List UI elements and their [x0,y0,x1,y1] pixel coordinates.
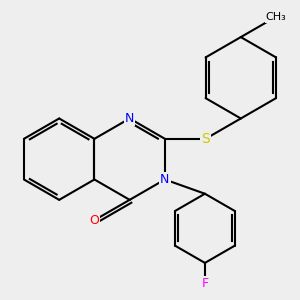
Text: N: N [125,112,134,125]
Text: N: N [160,173,170,186]
Text: F: F [201,277,208,290]
Text: S: S [201,132,210,146]
Text: O: O [89,214,99,227]
Text: CH₃: CH₃ [266,12,286,22]
